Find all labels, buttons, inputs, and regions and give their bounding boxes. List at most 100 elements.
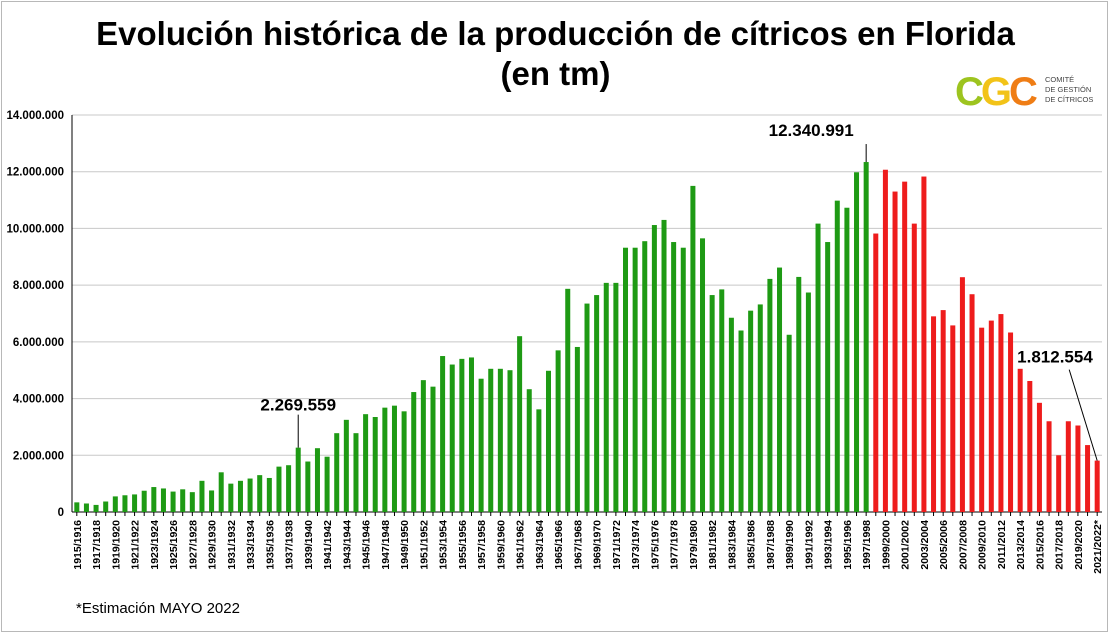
bar [873,233,879,512]
x-tick-label: 1973/1974 [630,520,642,570]
logo-line-3: DE CÍTRICOS [1045,95,1094,104]
bar [1036,402,1042,512]
bar [603,282,609,512]
bar [488,368,494,512]
bar [979,327,985,512]
bar [468,357,474,512]
x-tick-label: 1957/1958 [476,520,488,570]
bar [565,288,571,512]
bar [969,294,975,512]
x-tick-label: 1981/1982 [707,520,719,570]
bar [449,364,455,512]
x-tick-label: 1979/1980 [688,520,700,570]
bar [545,370,551,512]
bar [911,223,917,513]
data-annotation: 2.269.559 [260,396,336,415]
bar [324,456,330,512]
bar [834,200,840,512]
bar [382,407,388,512]
bar [276,466,282,512]
bar [574,346,580,512]
logo-letter-c1: C [955,70,984,114]
x-tick-label: 1989/1990 [784,520,796,570]
bar [517,336,523,512]
bar [209,490,215,512]
bar [584,303,590,512]
x-tick-label: 2015/2016 [1034,520,1046,570]
x-tick-label: 1993/1994 [823,520,835,570]
chart-title-line2: (en tm) [500,55,611,92]
bar [1046,421,1052,512]
y-tick-label: 8.000.000 [13,280,64,292]
bar [103,501,109,512]
bar [594,295,600,512]
y-tick-label: 0 [58,507,64,519]
x-tick-label: 1939/1940 [303,520,315,570]
chart-title-line1: Evolución histórica de la producción de … [96,15,1015,52]
y-tick-label: 10.000.000 [6,223,64,235]
bar [892,191,898,512]
x-tick-label: 1935/1936 [264,520,276,570]
logo-text: COMITÉ DE GESTIÓN DE CÍTRICOS [1045,75,1093,105]
bar [189,492,195,512]
bar [478,378,484,512]
x-tick-label: 1923/1924 [149,520,161,570]
bar [555,350,561,512]
bar [420,380,426,512]
logo-line-2: DE GESTIÓN [1045,85,1092,94]
bar [343,419,349,512]
bar [497,368,503,512]
bar [959,277,965,512]
x-tick-label: 1953/1954 [438,520,450,570]
x-tick-label: 2005/2006 [938,520,950,570]
x-tick-label: 1945/1946 [361,520,373,570]
x-tick-label: 1943/1944 [341,520,353,570]
y-tick-label: 12.000.000 [6,167,64,179]
x-tick-label: 2017/2018 [1054,520,1066,570]
x-tick-label: 1941/1942 [322,520,334,570]
bar [180,489,186,512]
bar [112,496,118,512]
x-tick-label: 1955/1956 [457,520,469,570]
annotations: 2.269.559 12.340.991 1.812.554 [260,121,1098,461]
x-tick-label: 1985/1986 [746,520,758,570]
x-tick-label: 2009/2010 [977,520,989,570]
y-tick-label: 14.000.000 [6,110,64,122]
footnote: *Estimación MAYO 2022 [76,600,240,617]
bars [74,162,1100,513]
x-tick-label: 1931/1932 [226,520,238,570]
bar [353,433,359,512]
bar [863,162,869,513]
bar [931,316,937,512]
x-tick-label: 1991/1992 [803,520,815,570]
bar [661,219,667,513]
y-tick-label: 6.000.000 [13,337,64,349]
bar [940,310,946,512]
x-tick-label: 1927/1928 [187,520,199,570]
bar [266,477,272,512]
bar [314,448,320,512]
x-tick-label: 1971/1972 [611,520,623,570]
bar [796,276,802,512]
bar [680,247,686,512]
bar [738,330,744,512]
annotation-leader [1068,369,1098,461]
bar [998,314,1004,512]
x-tick-label: 2001/2002 [900,520,912,570]
x-tick-label: 1917/1918 [91,520,103,570]
bar [1094,460,1100,512]
bar [786,334,792,512]
bar [151,487,157,512]
bar [536,409,542,512]
bar [748,310,754,512]
x-tick-label: 1999/2000 [880,520,892,570]
x-tick-label: 1919/1920 [110,520,122,570]
bar [854,172,860,512]
bar [632,247,638,512]
chart-title: Evolución histórica de la producción de … [0,14,1111,94]
bar [247,478,253,512]
x-tick-label: 1937/1938 [284,520,296,570]
bar [690,185,696,512]
x-tick-label: 2019/2020 [1073,520,1085,570]
